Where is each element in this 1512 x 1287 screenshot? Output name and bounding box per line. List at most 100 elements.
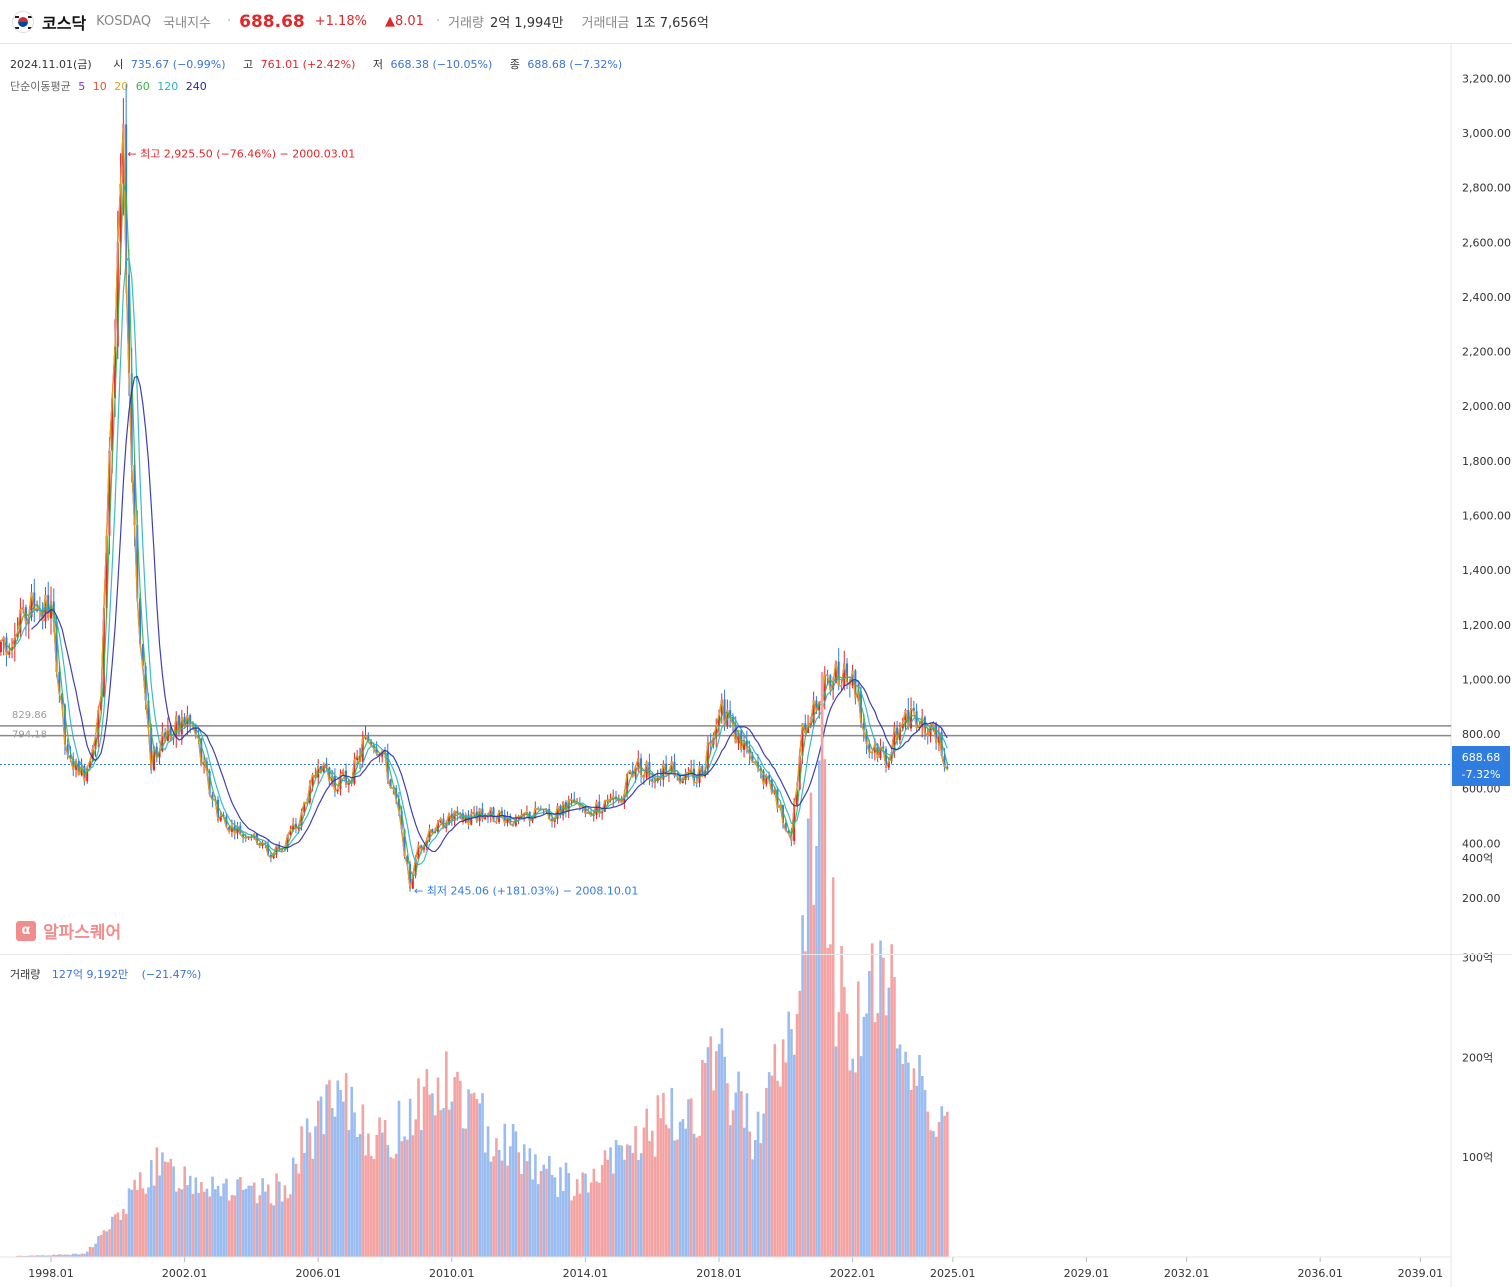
volume-bar: [589, 1182, 593, 1257]
candle-body: [918, 726, 921, 728]
volume-bar: [205, 1188, 209, 1257]
candle-body: [311, 774, 314, 786]
candle-body: [114, 346, 117, 399]
volume-bar: [773, 1044, 777, 1257]
x-tick-label: 2002.01: [162, 1267, 208, 1280]
volume-bar: [35, 1255, 39, 1257]
current-price-tag: 688.68 -7.32%: [1452, 746, 1510, 786]
price-tag-price: 688.68: [1461, 751, 1501, 764]
candle-body: [375, 748, 378, 754]
candle-body: [656, 776, 659, 782]
volume-bar: [689, 1098, 693, 1257]
volume-bar: [447, 1109, 451, 1257]
candle-body: [720, 699, 723, 716]
candle-body: [278, 845, 281, 851]
candle-body: [684, 773, 687, 781]
volume-bar: [127, 1188, 131, 1257]
volume-bar: [445, 1051, 448, 1257]
volume-bar: [595, 1181, 598, 1257]
volume-bar: [163, 1161, 167, 1257]
candle-body: [837, 661, 840, 686]
candle-body: [91, 749, 94, 762]
volume-bar: [233, 1195, 237, 1257]
candle-body: [782, 805, 785, 824]
candle-body: [523, 813, 526, 816]
candle-body: [475, 811, 478, 822]
volume-bar: [467, 1089, 470, 1257]
volume-bar: [30, 1255, 33, 1257]
volume-bar: [16, 1255, 19, 1257]
volume-bar: [244, 1188, 248, 1257]
candle-body: [178, 715, 181, 735]
ma-10: 10: [92, 80, 107, 93]
logo-text: 알파스퀘어: [43, 923, 122, 943]
volume-bar: [815, 845, 818, 1257]
candle-body: [16, 632, 19, 638]
volume-bar: [275, 1173, 278, 1257]
volume-bar: [751, 1159, 754, 1257]
volume-bar: [659, 1118, 662, 1257]
separator-dot: ·: [435, 14, 441, 29]
candle-body: [425, 840, 428, 846]
candle-body: [69, 754, 72, 760]
candle-body: [770, 779, 773, 794]
volume-bar: [102, 1230, 106, 1257]
candle-body: [189, 715, 192, 726]
candle-body: [8, 650, 11, 655]
candle-body: [161, 732, 164, 752]
volume-bar: [60, 1254, 64, 1257]
volume-bar: [425, 1069, 429, 1257]
volume-bar: [879, 940, 882, 1257]
candle-body: [222, 815, 225, 817]
volume-bar: [561, 1191, 565, 1257]
candle-body: [406, 855, 409, 865]
volume-bars: [16, 671, 949, 1257]
candle-body: [61, 693, 64, 705]
candle-body: [464, 814, 467, 823]
volume-bar: [542, 1164, 546, 1257]
volume-bar: [186, 1185, 189, 1257]
volume-bar: [136, 1190, 139, 1257]
volume-bar: [69, 1254, 72, 1257]
volume-bar: [83, 1253, 86, 1257]
volume-bar: [58, 1254, 61, 1257]
horizontal-lines: 829.86 794.18: [0, 710, 1451, 765]
candle-body: [673, 761, 676, 776]
volume-bar: [297, 1173, 301, 1257]
volume-bar: [522, 1144, 526, 1257]
volume-info-label: 거래량: [10, 968, 41, 981]
volume-bar: [191, 1193, 195, 1257]
volume-bar: [200, 1182, 203, 1257]
volume-bar: [506, 1165, 509, 1257]
candle-body: [893, 727, 896, 753]
candle-body: [403, 829, 406, 856]
index-code: KOSDAQ: [96, 14, 152, 29]
candle-body: [943, 755, 946, 767]
candle-body: [937, 732, 940, 743]
candle-body: [395, 787, 398, 799]
volume-bar: [651, 1130, 654, 1257]
candle-body: [534, 808, 537, 819]
volume-bar: [606, 1159, 610, 1257]
candle-body: [461, 813, 464, 823]
volume-bar: [667, 1128, 671, 1257]
volume-bar: [472, 1092, 476, 1257]
candle-body: [164, 732, 167, 742]
candle-body: [935, 723, 938, 743]
volume-bar: [250, 1185, 253, 1257]
candle-body: [503, 814, 506, 824]
volume-bar: [818, 760, 821, 1257]
volume-bar: [509, 1146, 512, 1257]
price-tick-label: 1,600.00: [1462, 510, 1511, 523]
volume-bar: [898, 1044, 902, 1257]
volume-bar: [884, 1015, 888, 1257]
volume-bar: [336, 1080, 340, 1257]
volume-bar: [895, 1048, 899, 1257]
ma-legend[interactable]: 단순이동평균 5 10 20 60 120 240: [10, 78, 211, 94]
volume-bar: [656, 1095, 660, 1257]
volume-bar: [834, 1046, 838, 1257]
candle-body: [478, 808, 481, 822]
volume-bar: [581, 1172, 585, 1257]
volume-bar: [779, 1086, 782, 1257]
